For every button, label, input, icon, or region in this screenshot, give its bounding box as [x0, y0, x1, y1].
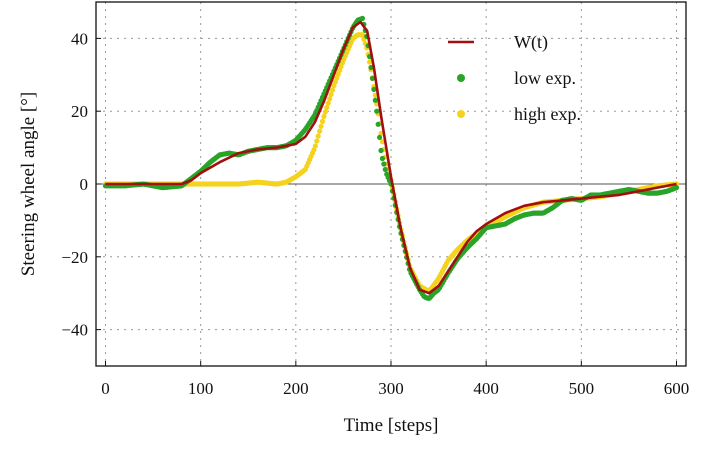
data-point — [318, 123, 324, 129]
data-point — [369, 75, 376, 82]
data-point — [381, 161, 387, 167]
x-tick-label: 100 — [188, 379, 214, 398]
legend-label-low: low exp. — [514, 68, 576, 88]
data-point — [382, 166, 388, 173]
data-point — [379, 155, 386, 162]
x-axis-label: Time [steps] — [344, 415, 439, 436]
data-point — [376, 134, 383, 141]
y-axis-label: Steering wheel angle [°] — [18, 92, 39, 276]
data-point — [315, 133, 321, 139]
y-axis-ticks: −40 −20 0 20 40 — [61, 29, 101, 340]
x-tick-label: 400 — [473, 379, 499, 398]
legend-swatch-high — [457, 110, 465, 118]
data-point — [372, 97, 378, 103]
data-point — [375, 121, 381, 127]
data-line — [105, 20, 677, 295]
legend-label-w: W(t) — [514, 32, 548, 53]
data-point — [312, 143, 318, 149]
data-point — [317, 128, 323, 134]
x-axis-ticks: 0 100 200 300 400 500 600 — [101, 361, 689, 398]
plot-series — [102, 15, 680, 301]
x-tick-label: 0 — [101, 379, 110, 398]
legend-swatch-low — [457, 74, 465, 82]
data-point — [314, 138, 320, 144]
x-tick-label: 200 — [283, 379, 309, 398]
y-tick-label: −20 — [61, 248, 88, 267]
x-tick-label: 500 — [569, 379, 595, 398]
y-tick-label: 40 — [71, 29, 88, 48]
data-point — [368, 64, 374, 71]
data-point — [319, 118, 326, 124]
data-point — [324, 104, 330, 111]
legend-label-high: high exp. — [514, 104, 581, 124]
legend: W(t) low exp. high exp. — [448, 32, 581, 124]
y-tick-label: 20 — [71, 102, 88, 121]
data-point — [328, 91, 334, 98]
data-point — [359, 32, 366, 38]
x-tick-label: 600 — [664, 379, 690, 398]
data-point — [325, 100, 331, 106]
data-point — [374, 108, 380, 114]
data-point — [378, 130, 384, 137]
series-w-t- — [105, 20, 677, 295]
data-point — [379, 139, 386, 145]
y-tick-label: −40 — [61, 321, 88, 340]
data-point — [329, 87, 336, 93]
y-tick-label: 0 — [80, 175, 89, 194]
x-tick-label: 300 — [378, 379, 404, 398]
data-point — [321, 113, 327, 120]
data-point — [673, 185, 680, 191]
data-point — [359, 15, 366, 21]
data-point — [371, 86, 377, 92]
data-point — [378, 147, 384, 154]
data-point — [366, 59, 373, 65]
data-point — [327, 96, 333, 102]
data-point — [322, 109, 328, 115]
